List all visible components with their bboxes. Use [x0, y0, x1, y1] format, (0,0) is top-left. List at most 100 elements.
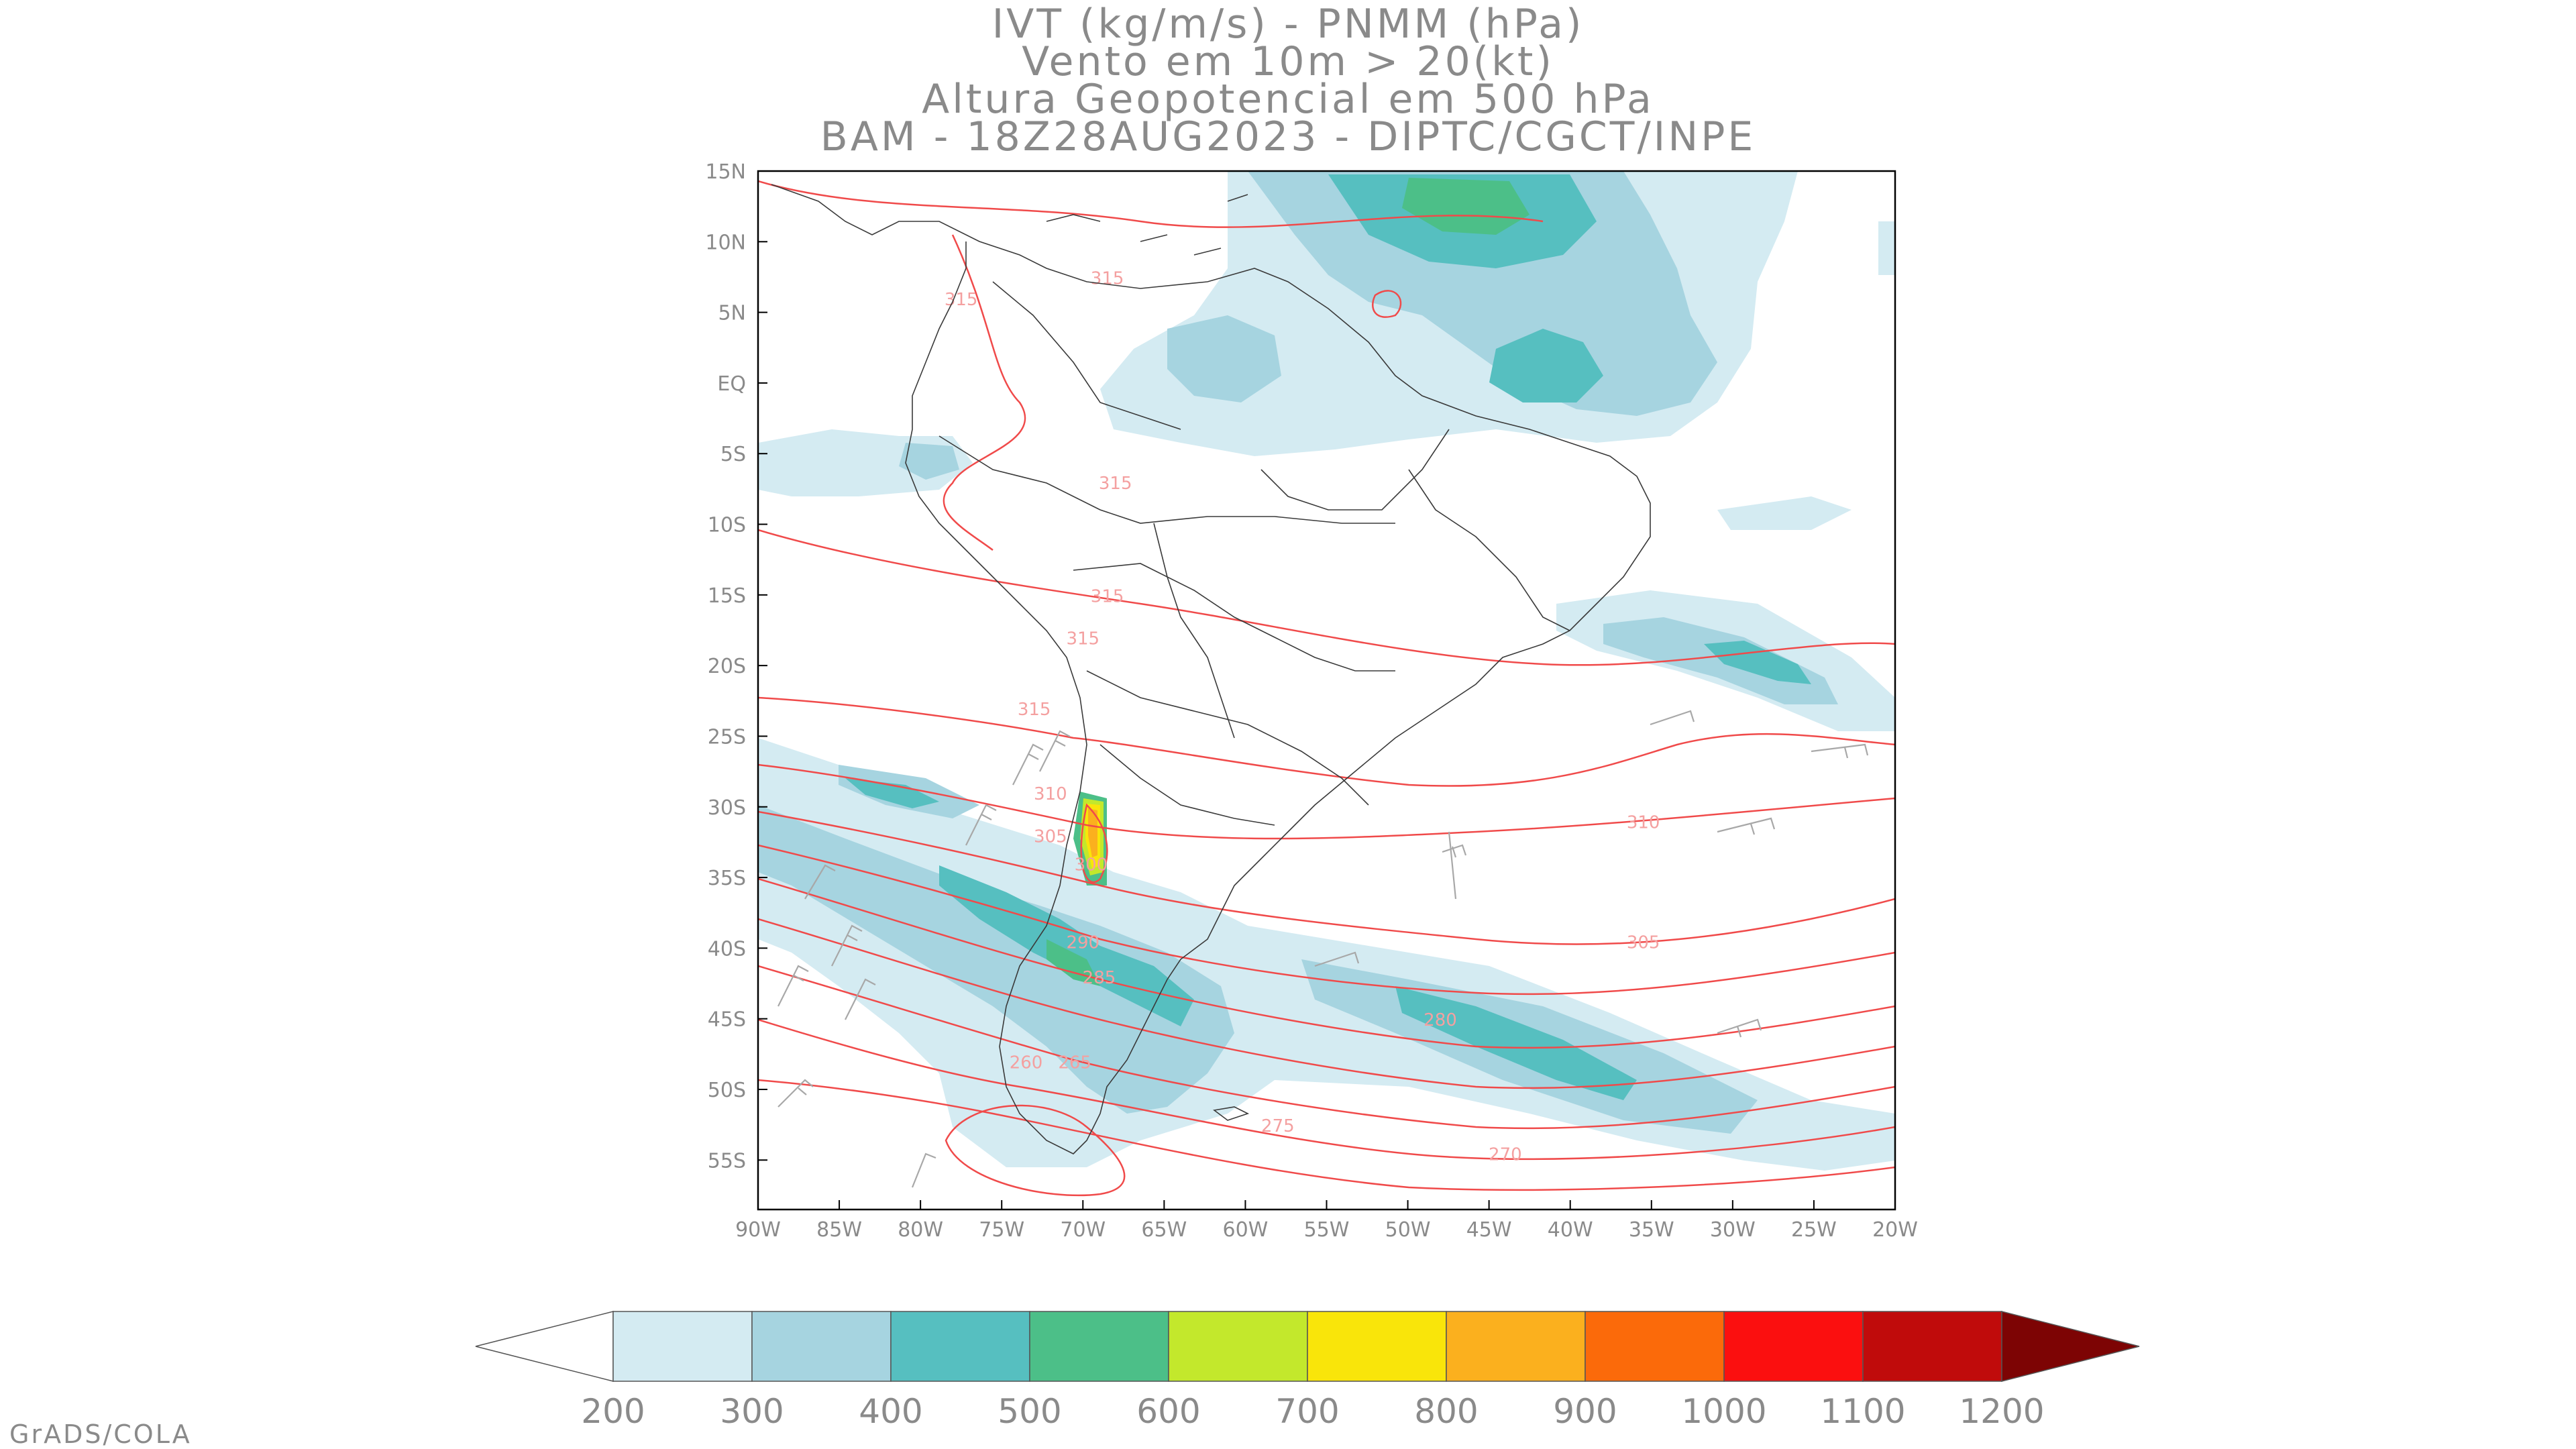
ivt-region-500: [1489, 329, 1603, 402]
wind-barb: [1314, 951, 1360, 967]
title-line-4: BAM - 18Z28AUG2023 - DIPTC/CGCT/INPE: [820, 113, 1756, 160]
contour-line: [758, 696, 1895, 787]
map-area: 3153153153153153153103053103003052902852…: [758, 171, 1895, 1197]
contour-label: 310: [1627, 812, 1660, 833]
ivt-region-500: [845, 778, 939, 808]
lon-tick-label: 55W: [1304, 1218, 1350, 1242]
lat-tick-label: 30S: [708, 796, 746, 820]
contour-label: 285: [1083, 968, 1116, 988]
contour-label: 300: [1075, 855, 1108, 875]
lon-tick-label: 30W: [1710, 1218, 1756, 1242]
ivt-region-400: [758, 805, 1234, 1114]
longitude-axis: 90W 85W 80W 75W 70W 65W 60W 55W 50W 45W 40W 35W 30W 2…: [735, 1200, 1918, 1242]
colorbar-arrow-low: [475, 1311, 614, 1382]
colorbar-label: 1100: [1820, 1392, 1905, 1431]
falkland-islands: [1213, 1106, 1250, 1121]
title-block: IVT (kg/m/s) - PNMM (hPa) Vento em 10m >…: [0, 1, 2576, 160]
wind-barb: [1650, 710, 1695, 726]
country-border: [1153, 523, 1235, 739]
colorbar-swatch: [1723, 1311, 1864, 1382]
lat-tick-label: 25S: [708, 725, 746, 749]
contour-line: [758, 180, 1544, 228]
contour-label: 305: [1627, 932, 1660, 953]
contour-line: [758, 529, 1895, 666]
geopotential-contours: [758, 180, 1895, 1197]
contour-label: 275: [1261, 1116, 1295, 1136]
wind-barb: [1717, 817, 1776, 835]
colorbar-swatch: [1307, 1311, 1447, 1382]
contour-line: [758, 965, 1895, 1130]
colorbar-label: 800: [1414, 1392, 1478, 1431]
colorbar-label: 1200: [1959, 1392, 2044, 1431]
lon-tick-label: 50W: [1385, 1218, 1431, 1242]
wind-barb: [831, 924, 863, 967]
lat-tick-label: 40S: [708, 937, 746, 961]
country-border: [1099, 744, 1275, 826]
country-border: [1408, 469, 1570, 631]
contour-line: [758, 844, 1895, 996]
contour-label: 305: [1034, 826, 1067, 847]
contour-label: 270: [1489, 1144, 1522, 1165]
title-line-2: Vento em 10m > 20(kt): [1022, 38, 1554, 85]
grads-credit: GrADS/COLA: [9, 1419, 192, 1449]
contour-label: 315: [1018, 700, 1051, 720]
ivt-region-500: [1704, 641, 1811, 684]
wind-barb: [1717, 1018, 1762, 1038]
contour-label: 315: [1091, 586, 1124, 606]
ivt-region-900: [1088, 808, 1097, 857]
contour-line: [758, 763, 1895, 840]
wind-barb: [777, 1079, 814, 1108]
ivt-shading: [758, 171, 1895, 1171]
ivt-region-600: [1046, 939, 1100, 986]
contour-label: 315: [945, 290, 978, 310]
lon-tick-label: 85W: [816, 1218, 862, 1242]
lat-tick-label: 10S: [708, 514, 746, 537]
contour-label: 315: [1066, 629, 1099, 649]
lat-tick-label: 45S: [708, 1008, 746, 1032]
colorbar-swatch: [751, 1311, 892, 1382]
lon-tick-label: 70W: [1060, 1218, 1106, 1242]
country-border: [938, 435, 1395, 524]
lon-tick-label: 75W: [979, 1218, 1024, 1242]
lon-tick-label: 45W: [1466, 1218, 1512, 1242]
contour-label: 290: [1066, 932, 1099, 953]
colorbar-swatch: [1585, 1311, 1725, 1382]
caribbean-islands: [1046, 194, 1248, 256]
contour-line: [758, 918, 1895, 1089]
country-border: [1086, 670, 1369, 806]
lat-tick-label: 20S: [708, 655, 746, 678]
contour-label: 260: [1010, 1053, 1043, 1073]
lat-tick-label: 55S: [708, 1149, 746, 1173]
wind-barb: [1448, 831, 1457, 900]
wind-barbs: [777, 710, 1869, 1188]
lon-tick-label: 65W: [1141, 1218, 1187, 1242]
colorbar-label: 200: [581, 1392, 645, 1431]
contour-line: [758, 1018, 1895, 1161]
lat-tick-label: 50S: [708, 1079, 746, 1102]
wind-barb: [1442, 844, 1467, 858]
lon-tick-label: 40W: [1548, 1218, 1593, 1242]
wind-barb: [804, 864, 836, 900]
ivt-region-400: [1248, 171, 1717, 416]
title-line-3: Altura Geopotencial em 500 hPa: [922, 76, 1654, 123]
ivt-region-300: [1878, 221, 1895, 275]
colorbar-label: 1000: [1681, 1392, 1766, 1431]
contour-label: 315: [1099, 474, 1132, 494]
ivt-region-600: [1402, 178, 1529, 235]
colorbar-label: 900: [1553, 1392, 1617, 1431]
contour-labels: 3153153153153153153103053103003052902852…: [945, 268, 1660, 1165]
wind-barb: [911, 1152, 936, 1188]
contour-label: 310: [1034, 784, 1067, 804]
title-line-1: IVT (kg/m/s) - PNMM (hPa): [991, 1, 1585, 48]
lon-tick-label: 90W: [735, 1218, 781, 1242]
colorbar-swatch: [890, 1311, 1030, 1382]
lon-tick-label: 20W: [1872, 1218, 1918, 1242]
wind-barb: [777, 965, 809, 1007]
contour-line: [945, 1104, 1126, 1197]
lon-tick-label: 25W: [1791, 1218, 1837, 1242]
contour-line: [758, 810, 1895, 945]
colorbar-label: 600: [1136, 1392, 1200, 1431]
wind-barb: [1811, 743, 1869, 759]
lat-tick-label: 5N: [718, 302, 746, 325]
